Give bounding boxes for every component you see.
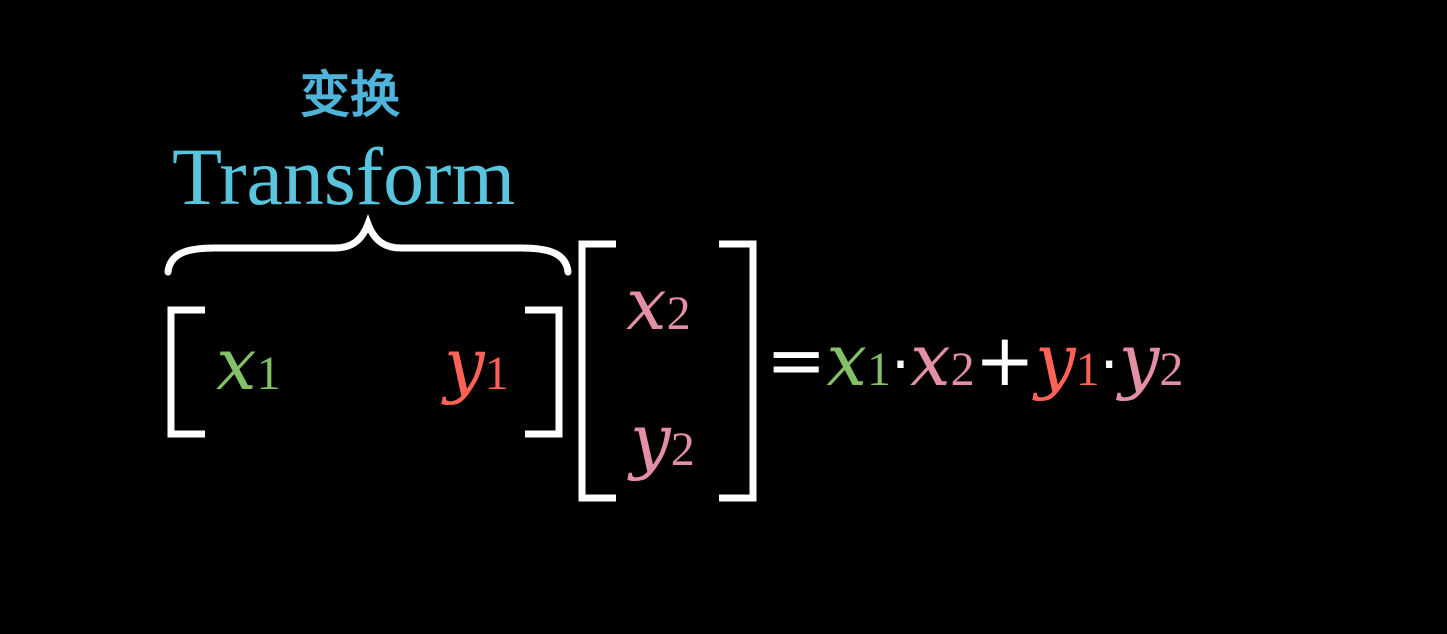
x1-var: x	[216, 322, 257, 406]
multiply-dot-2: ·	[1099, 330, 1119, 400]
row-entry-y1: y1	[444, 328, 509, 400]
rhs-term-x2: x2	[910, 324, 975, 396]
y1-sub: 1	[484, 347, 509, 400]
overbrace	[164, 214, 572, 276]
column-bracket-right	[719, 240, 757, 502]
caption-chinese: 变换	[300, 66, 400, 124]
rhs-x2-var: x	[910, 318, 951, 402]
rhs-x2-sub: 2	[950, 343, 975, 396]
x2-sub: 2	[666, 287, 691, 340]
row-entry-x1: x1	[216, 328, 281, 400]
column-entry-x2: x2	[626, 268, 691, 340]
rhs-expression: =x1·x2+y1·y2	[766, 324, 1183, 396]
column-entry-y2: y2	[630, 404, 695, 476]
rhs-y2-var: y	[1118, 318, 1160, 402]
equals-sign: =	[766, 318, 827, 402]
rhs-x1-var: x	[826, 318, 867, 402]
rhs-y2-sub: 2	[1159, 343, 1184, 396]
y2-var: y	[630, 398, 671, 482]
x1-sub: 1	[256, 347, 281, 400]
plus-sign: +	[974, 318, 1035, 402]
y1-var: y	[444, 322, 485, 406]
rhs-term-y1: y1	[1035, 324, 1100, 396]
row-bracket-right	[525, 306, 563, 438]
y2-sub: 2	[670, 423, 695, 476]
rhs-y1-var: y	[1034, 318, 1076, 402]
rhs-y1-sub: 1	[1075, 343, 1100, 396]
rhs-term-x1: x1	[826, 324, 891, 396]
rhs-term-y2: y2	[1119, 324, 1184, 396]
multiply-dot-1: ·	[890, 330, 911, 400]
caption-english: Transform	[172, 131, 516, 222]
x2-var: x	[626, 262, 667, 346]
rhs-x1-sub: 1	[866, 343, 891, 396]
row-bracket-left	[167, 306, 205, 438]
column-bracket-left	[578, 240, 616, 502]
